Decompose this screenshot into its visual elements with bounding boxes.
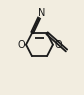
Text: O: O xyxy=(17,40,25,50)
Text: O: O xyxy=(54,40,62,50)
Text: N: N xyxy=(38,8,45,18)
